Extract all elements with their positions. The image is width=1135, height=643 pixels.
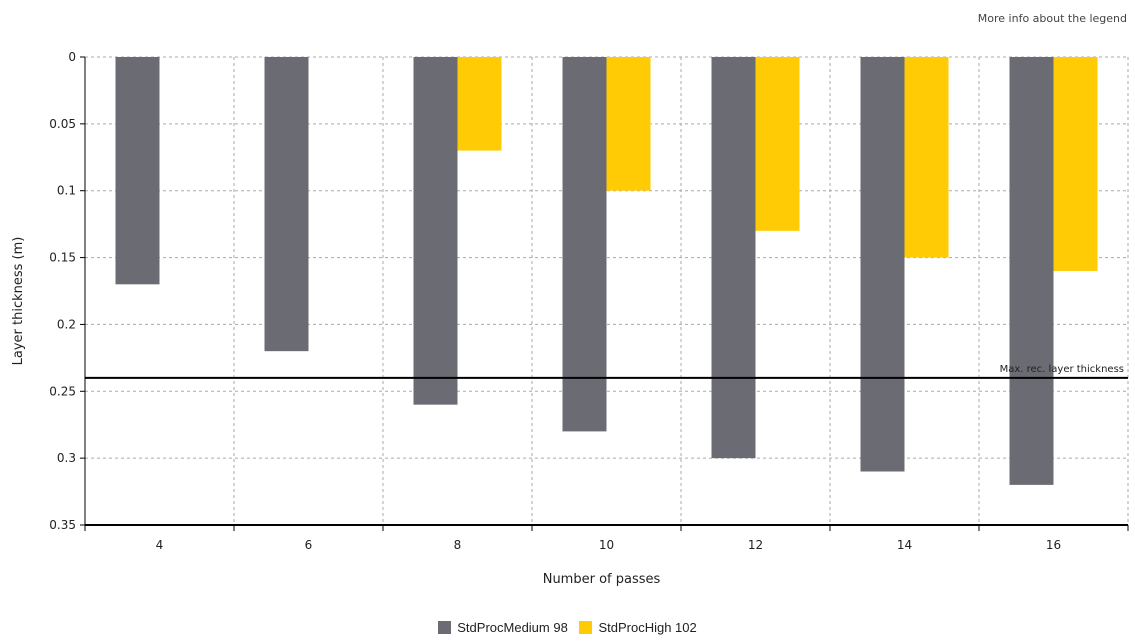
grid-lines (85, 56, 1129, 525)
bar-series-1 (562, 57, 607, 432)
bar-series-1 (264, 57, 309, 352)
bar-series-2 (457, 57, 502, 151)
x-axis-title: Number of passes (543, 572, 661, 587)
x-tick-label: 14 (897, 538, 912, 552)
x-tick-label: 6 (305, 538, 313, 552)
bar-series-2 (606, 57, 651, 191)
axes: 0 0.05 0.1 0.15 0.2 0.25 0.3 0.35 4 6 8 10 12 14 16 (49, 50, 1129, 552)
legend-item-series-1[interactable]: StdProcMedium 98 (438, 620, 568, 635)
legend-swatch-series-1 (438, 621, 452, 634)
reference-line-group: Max. rec. layer thickness (85, 364, 1128, 379)
bar-series-2 (904, 57, 949, 258)
bar-chart: 0 0.05 0.1 0.15 0.2 0.25 0.3 0.35 4 6 8 10 12 14 16 Ma… (11, 50, 1129, 587)
y-axis-title: Layer thickness (m) (11, 237, 26, 366)
bar-series-1 (860, 57, 905, 472)
x-tick-label: 16 (1046, 538, 1061, 552)
y-tick-label: 0.25 (49, 384, 76, 398)
bar-series-1 (1009, 57, 1054, 485)
x-tick-label: 4 (156, 538, 164, 552)
legend-label-series-1: StdProcMedium 98 (457, 620, 568, 635)
y-tick-label: 0 (68, 50, 76, 64)
y-tick-label: 0.05 (49, 117, 76, 131)
legend: StdProcMedium 98 StdProcHigh 102 (0, 620, 1135, 637)
y-tick-label: 0.15 (49, 251, 76, 265)
bar-series-1 (711, 57, 756, 459)
legend-item-series-2[interactable]: StdProcHigh 102 (579, 620, 697, 635)
legend-label-series-2: StdProcHigh 102 (598, 620, 697, 635)
y-tick-label: 0.3 (57, 451, 76, 465)
bar-series-1 (413, 57, 458, 405)
bars (115, 57, 1098, 485)
y-tick-label: 0.35 (49, 518, 76, 532)
legend-info-link[interactable]: More info about the legend (977, 12, 1127, 25)
y-tick-label: 0.2 (57, 317, 76, 331)
x-tick-label: 12 (748, 538, 763, 552)
bar-series-1 (115, 57, 160, 285)
legend-swatch-series-2 (579, 621, 593, 634)
x-tick-label: 10 (599, 538, 614, 552)
bar-series-2 (755, 57, 800, 231)
x-tick-label: 8 (454, 538, 462, 552)
y-tick-label: 0.1 (57, 184, 76, 198)
bar-series-2 (1053, 57, 1098, 271)
reference-line-label: Max. rec. layer thickness (1000, 364, 1124, 375)
